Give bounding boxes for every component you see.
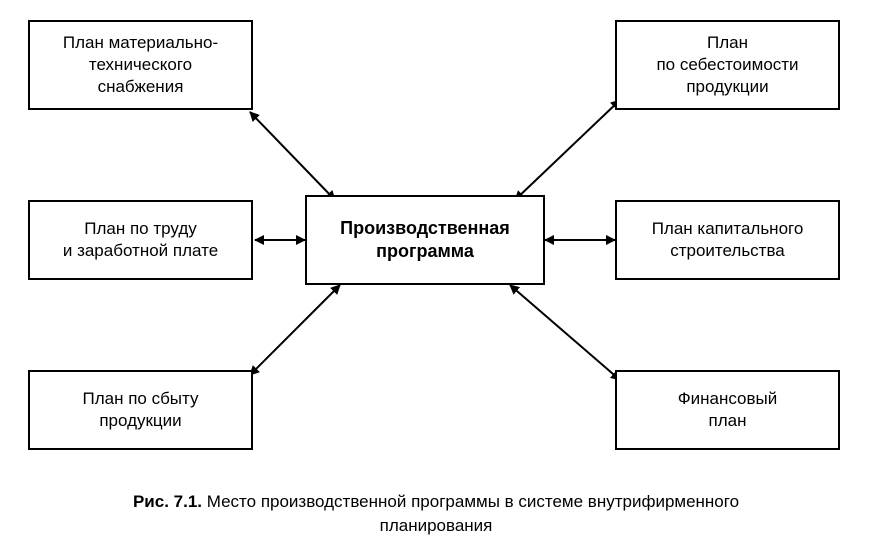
node-bot-left: План по сбытупродукции	[28, 370, 253, 450]
node-top-left: План материально-техническогоснабжения	[28, 20, 253, 110]
node-mid-left: План по трудуи заработной плате	[28, 200, 253, 280]
node-center: Производственнаяпрограмма	[305, 195, 545, 285]
edge-center-top-left	[250, 112, 335, 200]
edge-center-bot-left	[250, 285, 340, 375]
node-top-right: Планпо себестоимостипродукции	[615, 20, 840, 110]
caption-text: Место производственной программы в систе…	[207, 492, 739, 535]
node-bot-right: Финансовыйплан	[615, 370, 840, 450]
caption-prefix: Рис. 7.1.	[133, 492, 202, 511]
figure-caption: Рис. 7.1. Место производственной програм…	[0, 490, 872, 538]
edge-center-top-right	[515, 100, 620, 200]
node-mid-right: План капитальногостроительства	[615, 200, 840, 280]
diagram-canvas: Производственнаяпрограмма План материальн…	[0, 0, 872, 480]
edge-center-bot-right	[510, 285, 620, 380]
